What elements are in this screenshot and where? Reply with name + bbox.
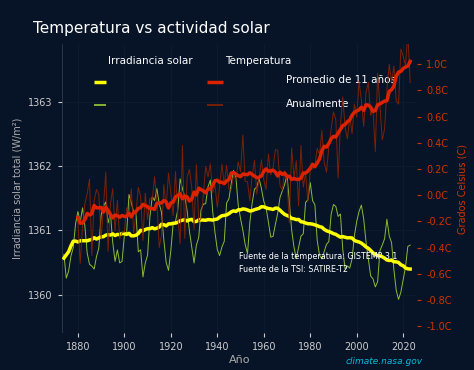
Text: Anualmente: Anualmente xyxy=(285,99,349,109)
Y-axis label: Irradiancia solar total (W/m²): Irradiancia solar total (W/m²) xyxy=(12,118,22,259)
Text: Temperatura vs actividad solar: Temperatura vs actividad solar xyxy=(33,21,270,36)
Y-axis label: Grados Celsius (C): Grados Celsius (C) xyxy=(457,144,467,234)
Text: climate.nasa.gov: climate.nasa.gov xyxy=(346,357,423,366)
X-axis label: Año: Año xyxy=(228,355,250,365)
Text: Temperatura: Temperatura xyxy=(225,56,292,66)
Text: Irradiancia solar: Irradiancia solar xyxy=(108,56,192,66)
Text: Fuente de la temperatura: GISTEMP 3.1
Fuente de la TSI: SATIRE-T2: Fuente de la temperatura: GISTEMP 3.1 Fu… xyxy=(239,252,398,274)
Text: Promedio de 11 años: Promedio de 11 años xyxy=(285,75,396,85)
